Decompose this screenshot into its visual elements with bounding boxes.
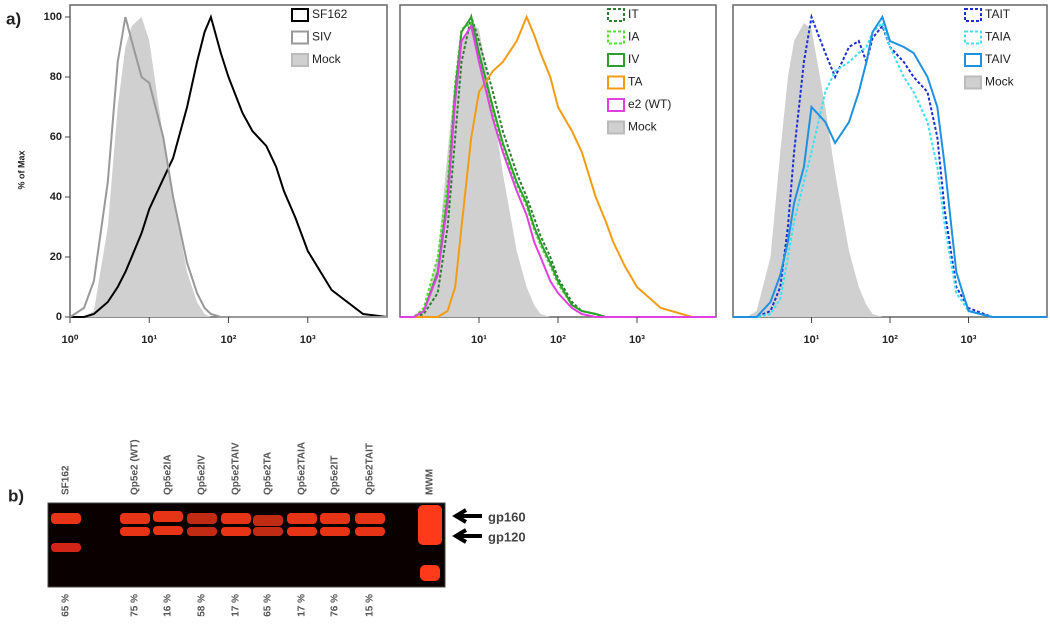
band-arrow <box>452 528 482 544</box>
x-tick-label: 10² <box>550 334 566 346</box>
lane-label: Qp5e2IT <box>330 456 341 495</box>
histogram-line <box>400 21 716 318</box>
blot-band <box>120 527 150 536</box>
percentage-label: 75 % <box>130 594 141 617</box>
blot-band <box>187 527 217 536</box>
lane-label: Qp5e2 (WT) <box>130 439 141 495</box>
histogram-line <box>70 13 388 318</box>
blot-band <box>253 527 283 536</box>
lane-label: SF162 <box>61 465 72 495</box>
blot-band <box>153 526 183 535</box>
blot-band <box>221 527 251 536</box>
percentage-label: 65 % <box>61 594 72 617</box>
x-tick-label: 10⁰ <box>62 334 79 346</box>
legend-swatch <box>291 8 309 22</box>
legend-label: TAIA <box>985 30 1011 44</box>
y-tick-label: 100 <box>44 11 62 23</box>
mock-area <box>70 17 387 317</box>
x-tick-label: 10¹ <box>804 334 820 346</box>
legend-label: SF162 <box>312 7 348 21</box>
legend-label: SIV <box>312 30 331 44</box>
legend-swatch <box>291 53 309 67</box>
legend-swatch <box>607 120 625 135</box>
percentage-label: 17 % <box>231 594 242 617</box>
histogram-line <box>733 21 1047 318</box>
legend-swatch <box>607 98 625 112</box>
blot-band <box>51 543 81 552</box>
legend-swatch <box>607 75 625 90</box>
lane-label: Qp5e2TA <box>263 452 274 495</box>
blot-band <box>253 515 283 526</box>
x-tick-label: 10³ <box>300 334 316 346</box>
marker-band <box>418 505 442 545</box>
legend-label: TAIV <box>985 52 1011 66</box>
y-tick-label: 40 <box>50 191 62 203</box>
legend-label: IV <box>628 52 639 66</box>
x-tick-label: 10² <box>221 334 237 346</box>
histogram-line <box>400 13 716 318</box>
panel-label: a) <box>6 9 21 28</box>
y-axis-label: % of Max <box>16 150 26 189</box>
legend-swatch <box>607 8 625 22</box>
blot-band <box>320 513 350 524</box>
lane-label: Qp5e2IA <box>163 454 174 495</box>
x-tick-label: 10³ <box>629 334 645 346</box>
y-tick-label: 20 <box>50 251 62 263</box>
blot-band <box>221 513 251 524</box>
blot-band <box>320 527 350 536</box>
legend-label: Mock <box>312 52 342 66</box>
legend-swatch <box>964 75 982 90</box>
legend-swatch <box>964 8 982 22</box>
percentage-label: 65 % <box>263 594 274 617</box>
blot-band <box>51 513 81 524</box>
legend-swatch <box>607 53 625 67</box>
histogram-line <box>400 14 716 318</box>
lane-label: Qp5e2TAIT <box>365 443 376 495</box>
histogram-line <box>733 14 1047 318</box>
legend-swatch <box>964 53 982 67</box>
percentage-label: 15 % <box>365 594 376 617</box>
x-tick-label: 10³ <box>961 334 977 346</box>
x-tick-label: 10¹ <box>471 334 487 346</box>
x-tick-label: 10¹ <box>141 334 157 346</box>
legend-label: Mock <box>628 120 658 134</box>
band-arrow <box>452 508 482 524</box>
legend-label: IT <box>628 7 639 21</box>
band-label: gp160 <box>488 509 526 524</box>
lane-label: Qp5e2TAIA <box>297 442 308 495</box>
lane-label: Qp5e2TAIV <box>231 442 242 495</box>
blot-band <box>355 513 385 524</box>
blot-band <box>287 527 317 536</box>
y-tick-label: 60 <box>50 131 62 143</box>
histogram-line <box>400 23 716 318</box>
legend-swatch <box>607 30 625 45</box>
band-label: gp120 <box>488 529 526 544</box>
blot-band <box>187 513 217 524</box>
lane-label: MWM <box>425 469 436 495</box>
legend-label: TAIT <box>985 7 1011 21</box>
blot-band <box>120 513 150 524</box>
legend-label: Mock <box>985 75 1015 89</box>
mock-area <box>733 23 1047 317</box>
marker-band <box>420 565 440 581</box>
x-tick-label: 10² <box>882 334 898 346</box>
percentage-label: 58 % <box>197 594 208 617</box>
percentage-label: 16 % <box>163 594 174 617</box>
y-tick-label: 0 <box>56 311 62 323</box>
legend-label: IA <box>628 30 639 44</box>
percentage-label: 76 % <box>330 594 341 617</box>
percentage-label: 17 % <box>297 594 308 617</box>
y-tick-label: 80 <box>50 71 62 83</box>
legend-label: e2 (WT) <box>628 97 671 111</box>
blot-band <box>355 527 385 536</box>
panel-label: b) <box>8 486 24 505</box>
blot-band <box>153 511 183 522</box>
lane-label: Qp5e2IV <box>197 455 208 495</box>
legend-swatch <box>291 30 309 45</box>
legend-label: TA <box>628 75 642 89</box>
legend-swatch <box>964 30 982 45</box>
blot-band <box>287 513 317 524</box>
histogram-line <box>69 16 387 318</box>
